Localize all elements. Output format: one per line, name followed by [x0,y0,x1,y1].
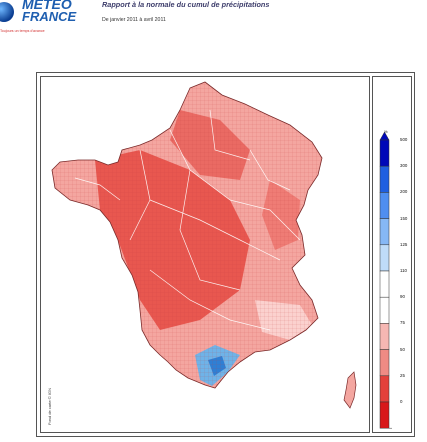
mainland-outline [51,81,323,389]
logo-globe-icon [0,2,14,22]
legend-swatch-0 [379,401,390,429]
legend-label-50: 50 [400,346,405,352]
legend-swatch-75 [379,323,390,350]
logo-line2: FRANCE [22,9,77,24]
legend-label-300: 300 [400,163,408,169]
meteo-france-logo: METEO FRANCE Toujours un temps d'avance [0,0,80,40]
legend-swatch-25 [379,375,390,403]
legend-label-200: 200 [400,189,408,195]
legend-unit: % [384,129,388,134]
legend-swatch-150 [379,218,390,246]
map-title: Rapport à la normale du cumul de précipi… [102,0,270,9]
legend-label-75: 75 [400,320,405,326]
legend-swatch-500 [379,139,390,167]
legend-label-125: 125 [400,241,408,247]
logo-tagline: Toujours un temps d'avance [0,29,45,33]
legend-swatch-110 [379,270,390,298]
legend-label-500: 500 [400,137,408,142]
legend-swatch-125 [379,244,390,272]
legend-panel [372,76,412,433]
legend-swatch-200 [379,192,390,219]
legend-swatch-300 [379,165,390,193]
department-borders [74,109,301,331]
corsica [343,371,357,409]
legend-label-110: 110 [400,268,407,273]
legend-label-150: 150 [400,215,408,221]
logo-line1: METEO [22,0,72,12]
legend-label-0: 0 [400,399,403,404]
legend-label-90: 90 [400,294,405,300]
legend-swatch-50 [379,349,390,377]
map-period: De janvier 2011 à avril 2011 [102,17,166,23]
legend-swatch-90 [379,296,390,324]
legend-label-25: 25 [400,372,405,378]
